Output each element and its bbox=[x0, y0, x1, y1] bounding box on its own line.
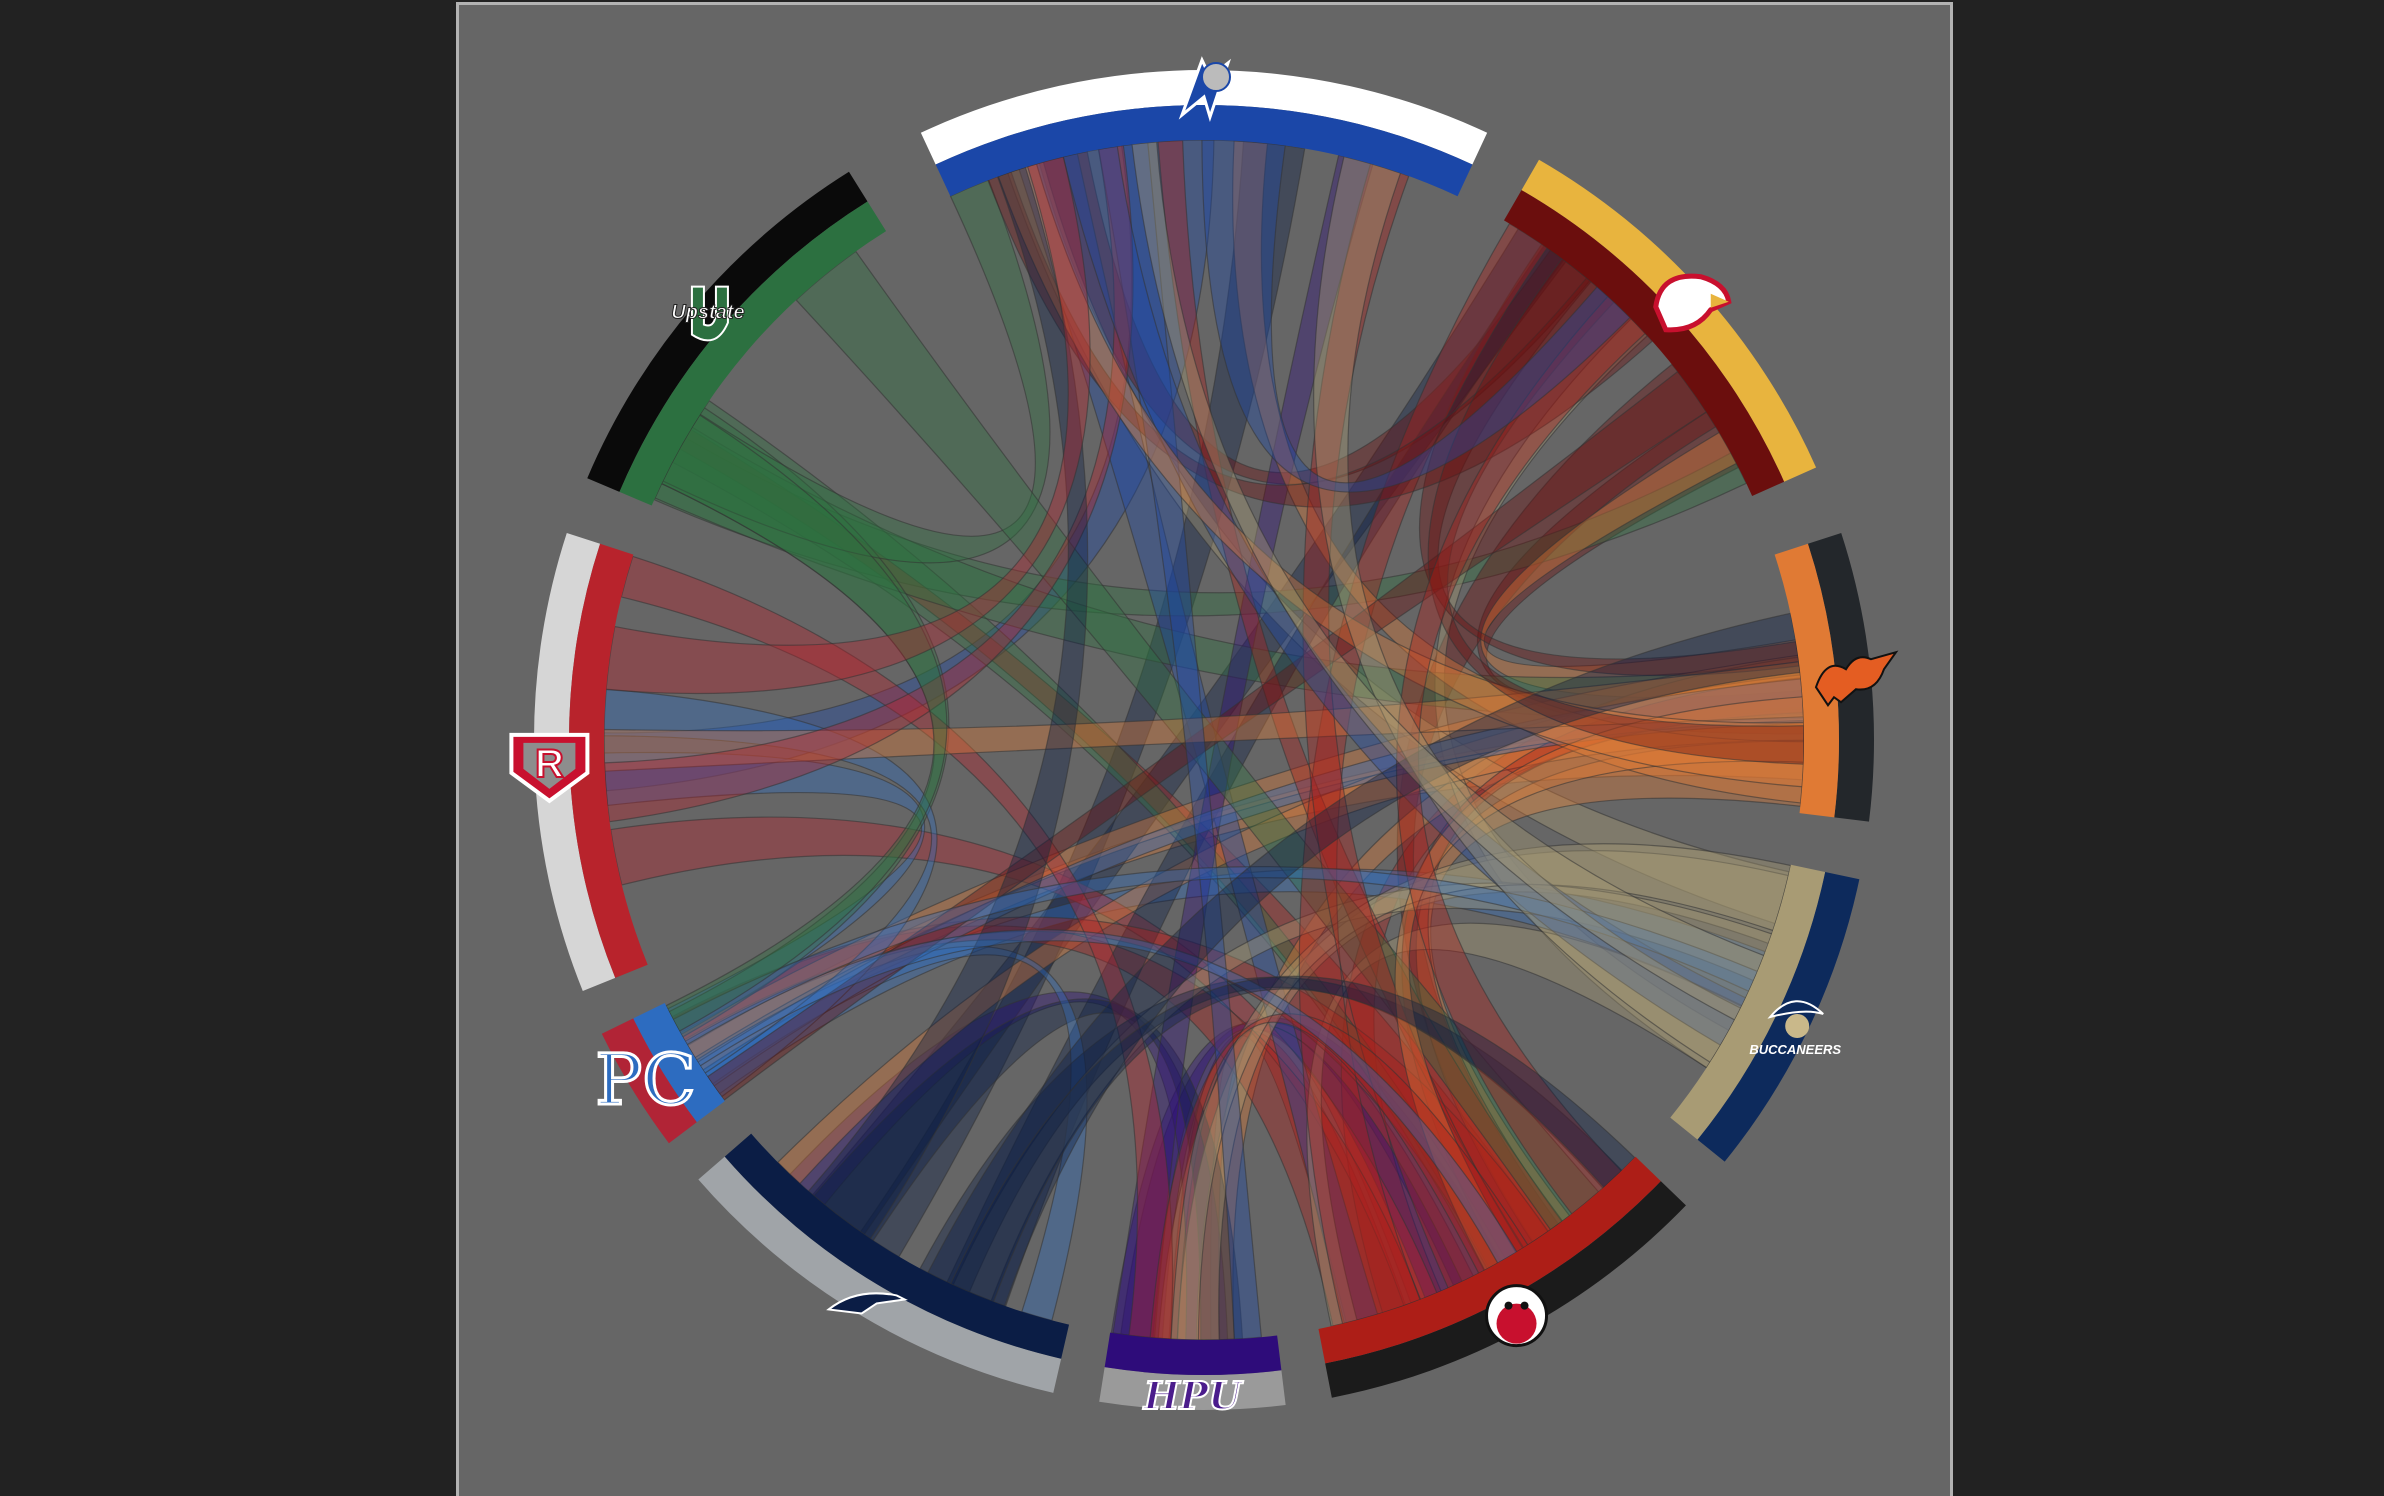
arc-outer-unca bbox=[920, 69, 1488, 165]
ribbon-winthrop-unca bbox=[987, 171, 1654, 508]
logo-text-csu: BUCCANEERS bbox=[1749, 1042, 1841, 1057]
bulldog-icon bbox=[1485, 1284, 1549, 1348]
arc-inner-winthrop bbox=[1504, 190, 1785, 496]
chord-diagram: BUCCANEERS HPU PC R Upstate bbox=[509, 56, 1899, 1419]
arc-inner-csu bbox=[1670, 864, 1826, 1140]
ribbon-winthrop-presbyterian bbox=[706, 370, 1708, 1102]
arcs-layer bbox=[534, 69, 1875, 1410]
ribbon-presbyterian-gardner-webb bbox=[684, 929, 1518, 1264]
ribbon-campbell-winthrop bbox=[1480, 431, 1803, 699]
ribbons-layer bbox=[603, 139, 1805, 1341]
arc-outer-radford bbox=[534, 532, 616, 991]
ribbon-gardner-webb-hpu bbox=[1149, 1013, 1529, 1340]
logo-text-radford: R bbox=[535, 742, 564, 786]
camel-icon bbox=[1814, 650, 1899, 707]
ribbon-gardner-webb-winthrop bbox=[1298, 222, 1549, 1325]
arc-outer-longwood bbox=[698, 1156, 1062, 1393]
radford-shield-icon: R bbox=[509, 732, 590, 804]
arc-inner-hpu bbox=[1104, 1332, 1282, 1375]
ribbon-unca-radford bbox=[603, 139, 1215, 792]
arc-inner-upstate bbox=[619, 201, 887, 506]
ribbon-longwood-campbell bbox=[927, 612, 1801, 1307]
arc-outer-winthrop bbox=[1521, 159, 1817, 482]
hpu-icon: HPU bbox=[1142, 1372, 1245, 1419]
ribbon-campbell-unca bbox=[1232, 140, 1805, 804]
arc-outer-csu bbox=[1697, 872, 1860, 1162]
logo-text-hpu: HPU bbox=[1143, 1373, 1244, 1418]
arc-inner-longwood bbox=[724, 1133, 1070, 1359]
upstate-u-icon: Upstate bbox=[671, 285, 745, 342]
arc-outer-upstate bbox=[587, 171, 868, 492]
ribbon-csu-hpu bbox=[1157, 843, 1792, 1341]
arc-inner-gardner-webb bbox=[1318, 1156, 1661, 1364]
logo-text-pc: PC bbox=[595, 1039, 696, 1121]
eagle-icon bbox=[1653, 273, 1732, 333]
ribbon-unca-winthrop bbox=[1201, 139, 1631, 493]
logos-layer: BUCCANEERS HPU PC R Upstate bbox=[509, 56, 1899, 1419]
lancer-icon bbox=[826, 1292, 908, 1315]
pc-icon: PC bbox=[594, 1038, 698, 1123]
ribbon-longwood-gardner-webb bbox=[949, 975, 1636, 1303]
arc-inner-campbell bbox=[1774, 543, 1840, 818]
arc-outer-gardner-webb bbox=[1325, 1181, 1686, 1398]
ribbon-gardner-webb-presbyterian bbox=[671, 925, 1422, 1327]
arc-inner-radford bbox=[569, 543, 648, 978]
ribbon-csu-unca bbox=[1131, 141, 1765, 1021]
pirate-icon: BUCCANEERS bbox=[1749, 1000, 1841, 1057]
arc-inner-unca bbox=[935, 104, 1473, 197]
logo-text-upstate: Upstate bbox=[671, 302, 744, 324]
chord-diagram-panel: BUCCANEERS HPU PC R Upstate bbox=[456, 2, 1953, 1496]
arc-inner-presbyterian bbox=[633, 1003, 725, 1123]
ribbon-radford-gardner-webb bbox=[610, 816, 1438, 1307]
arc-outer-presbyterian bbox=[601, 1018, 697, 1144]
ribbon-longwood-unca bbox=[807, 166, 1089, 1240]
arc-outer-hpu bbox=[1099, 1367, 1286, 1410]
bulldog-bolt-icon bbox=[1178, 56, 1231, 122]
ribbon-hpu-gardner-webb bbox=[1110, 1022, 1463, 1339]
